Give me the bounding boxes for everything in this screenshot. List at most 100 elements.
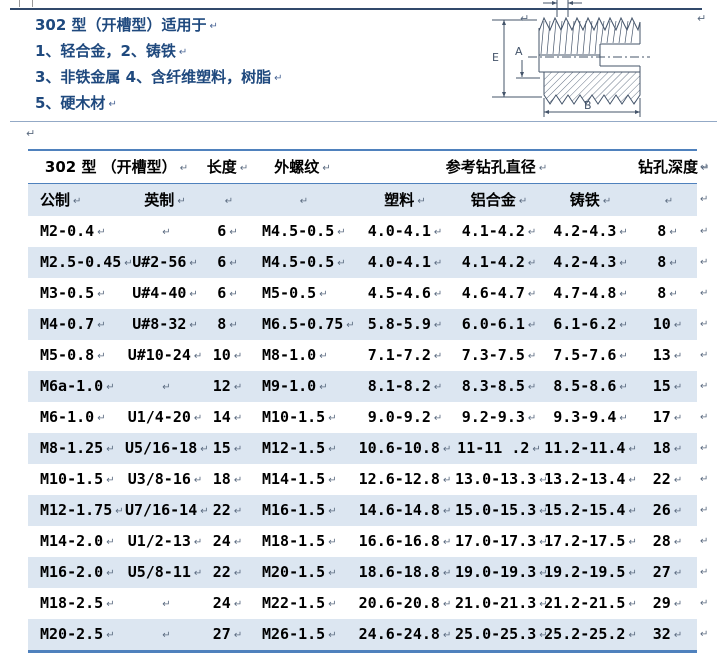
table-cell: U1/2-13 ↵ [125,526,205,558]
table-cell: 14 ↵ [205,402,250,434]
table-cell: M12-1.5 ↵ [250,433,355,465]
pilcrow-mark: ↵ [106,599,115,610]
pilcrow-mark: ↵ [673,444,683,455]
pilcrow-mark: ↵ [628,506,637,517]
cell-value: U#2-56 [132,253,187,271]
header-type-group: 302 型 （开槽型） ↵ [28,151,205,185]
cell-value: 8 [217,315,227,333]
pilcrow-mark: ↵ [700,381,709,392]
pilcrow-mark: ↵ [233,568,243,579]
pilcrow-mark: ↵ [233,351,243,362]
cell-value: 14.6-14.8 [358,501,440,519]
pilcrow-mark: ↵ [433,289,443,300]
cell-value: 7.5-7.6 [553,346,617,364]
cell-value: M16-1.5 [262,501,326,519]
cell-value: M6-1.0 [40,408,95,426]
pilcrow-mark: ↵ [189,320,198,331]
pilcrow-mark: ↵ [527,320,537,331]
subheader-empty-depth: ↵ [638,184,697,218]
pilcrow-mark: ↵ [337,227,346,238]
pilcrow-mark: ↵ [442,537,452,548]
pilcrow-mark: ↵ [162,630,171,641]
table-subheader-row: 公制 ↵ 英制 ↵ ↵ ↵ 塑料 ↵ 铝合金 ↵ 铸铁 ↵ ↵ [28,184,697,216]
cell-value: M4.5-0.5 [262,253,335,271]
cell-value: 22 [212,563,231,581]
table-cell: M6-1.0 ↵ [28,402,125,434]
table-cell: U3/8-16 ↵ [125,464,205,496]
pilcrow-mark: ↵ [115,506,124,517]
pilcrow-mark: ↵ [274,73,283,84]
pilcrow-mark: ↵ [97,320,106,331]
cell-value: 4.0-4.1 [367,222,431,240]
cell-value: M26-1.5 [262,625,326,643]
header-drill-dia: 参考钻孔直径 ↵ [355,151,638,185]
pilcrow-mark: ↵ [700,598,709,609]
pilcrow-mark: ↵ [322,163,331,174]
pilcrow-mark: ↵ [433,413,443,424]
cell-value: M18-1.5 [262,532,326,550]
cell-value: M5-0.8 [40,346,95,364]
pilcrow-mark: ↵ [602,196,612,207]
table-cell: 15.2-15.4 ↵ [543,495,638,527]
pilcrow-mark: ↵ [700,412,709,423]
table-cell: 21.0-21.3 ↵ [455,588,548,620]
cell-value: 8 [657,253,667,271]
cell-value: 18.6-18.8 [358,563,440,581]
cell-value: 27 [652,563,671,581]
pilcrow-mark: ↵ [442,630,452,641]
cell-value: M4-0.7 [40,315,95,333]
pilcrow-mark: ↵ [619,258,628,269]
cell-value: 25.2-25.2 [544,625,626,643]
cell-value: M10-1.5 [262,408,326,426]
cell-value: 13 [652,346,671,364]
cell-value: 19.0-19.3 [455,563,537,581]
cell-value: 18 [212,470,231,488]
table-cell: U5/8-11 ↵ [125,557,205,589]
pilcrow-mark: ↵ [520,12,530,25]
pilcrow-mark: ↵ [328,568,337,579]
subheader-imperial-text: 英制 [144,191,175,209]
cell-value: U7/16-14 [125,501,198,519]
cell-value: M18-2.5 [40,594,104,612]
table-cell: M4-0.7 ↵ [28,309,125,341]
table-cell: 4.5-4.6 ↵ [355,278,455,310]
pilcrow-mark: ↵ [669,258,678,269]
pilcrow-mark: ↵ [106,630,115,641]
table-row: M14-2.0 ↵ U1/2-13 ↵ 24 ↵ M18-1.5 ↵ 16.6-16.8 ↵ 17.… [28,526,697,557]
pilcrow-mark: ↵ [619,289,628,300]
pilcrow-mark: ↵ [209,21,218,32]
table-cell: 21.2-21.5 ↵ [543,588,638,620]
table-cell: 12.6-12.8 ↵ [355,464,455,496]
pilcrow-mark: ↵ [433,258,443,269]
table-cell: 13.2-13.4 ↵ [543,464,638,496]
cell-value: 5.8-5.9 [367,315,431,333]
table-row: M2-0.4 ↵ ↵ 6 ↵ M4.5-0.5 ↵ 4.0-4.1 ↵ 4.1-4.2 ↵ 4.2-4… [28,216,697,247]
pilcrow-mark: ↵ [26,127,36,140]
cell-value: 7.1-7.2 [367,346,431,364]
pilcrow-mark: ↵ [673,537,683,548]
pilcrow-mark: ↵ [229,320,238,331]
table-cell: 10 ↵ [205,340,250,372]
cell-value: 8.1-8.2 [367,377,431,395]
table-row: M6-1.0 ↵ U1/4-20 ↵ 14 ↵ M10-1.5 ↵ 9.0-9.2 ↵ 9.2-9.… [28,402,697,433]
pilcrow-mark: ↵ [328,599,337,610]
cell-value: 21.0-21.3 [455,594,537,612]
cell-value: 8 [657,284,667,302]
pilcrow-mark: ↵ [319,351,328,362]
pilcrow-mark: ↵ [700,226,709,237]
pilcrow-mark: ↵ [628,599,637,610]
table-cell: 18.6-18.8 ↵ [355,557,455,589]
cell-value: 4.2-4.3 [553,222,617,240]
pilcrow-mark: ↵ [106,568,115,579]
table-row: M12-1.75 ↵ U7/16-14 ↵ 22 ↵ M16-1.5 ↵ 14.6-14.8 ↵ 1… [28,495,697,526]
cell-value: M20-1.5 [262,563,326,581]
table-cell: 4.2-4.3 ↵ [543,216,638,248]
table-cell: 11-11 .2 ↵ [455,433,543,465]
cell-value: U3/8-16 [127,470,191,488]
cell-value: 7.3-7.5 [461,346,525,364]
cell-value: 4.1-4.2 [461,253,525,271]
pilcrow-mark: ↵ [193,351,203,362]
header-drill-depth-text: 钻孔深度 [638,158,699,176]
pilcrow-mark: ↵ [200,506,209,517]
pilcrow-mark: ↵ [538,163,548,174]
